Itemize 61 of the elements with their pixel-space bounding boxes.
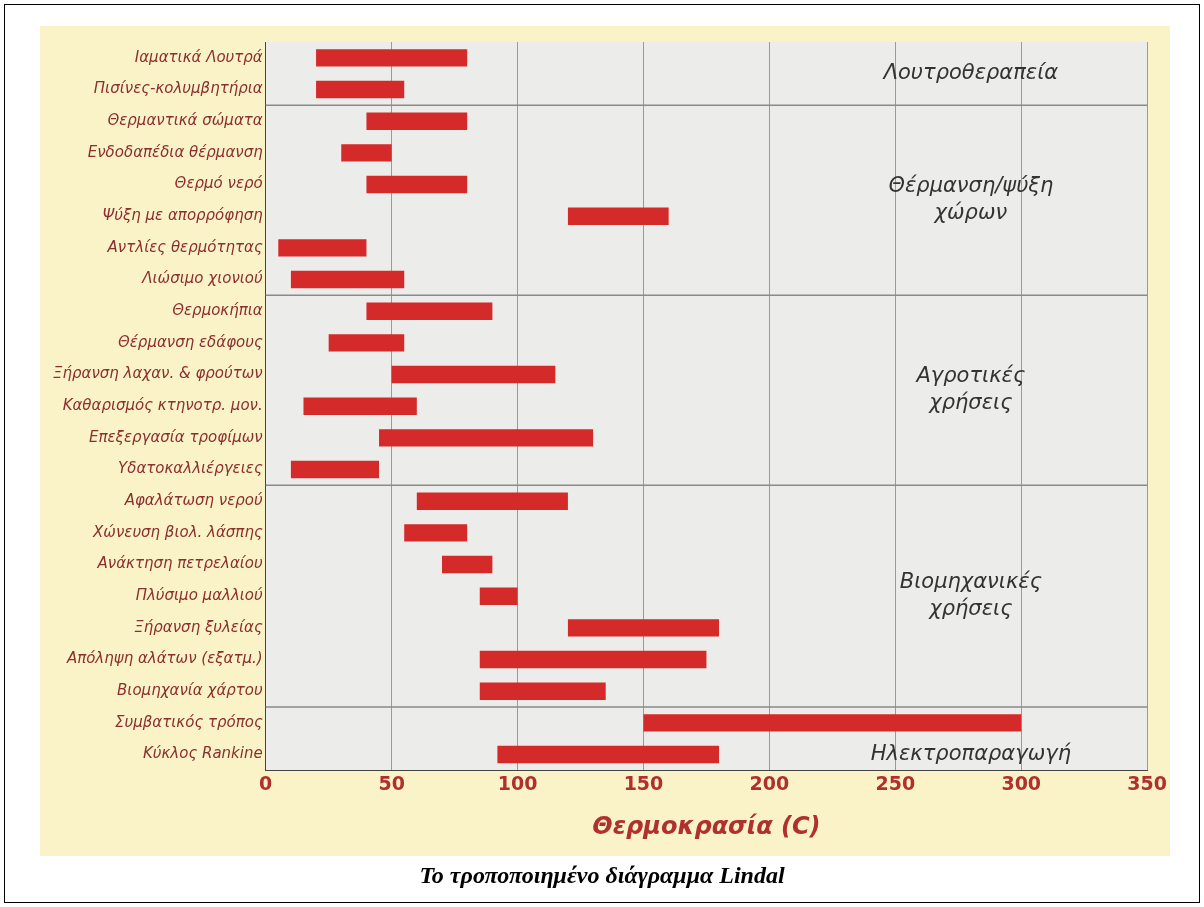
x-tick-label: 200 bbox=[749, 771, 790, 794]
bar bbox=[391, 365, 556, 384]
bar bbox=[328, 334, 405, 352]
x-tick-label: 0 bbox=[259, 771, 273, 794]
annotation: Λουτροθεραπεία bbox=[881, 60, 1059, 85]
bar bbox=[416, 492, 568, 510]
bar bbox=[366, 175, 468, 194]
y-tick-label: Θερμό νερό bbox=[174, 174, 263, 193]
y-tick-label: Ιαματικά Λουτρά bbox=[134, 47, 263, 66]
bar bbox=[567, 619, 720, 637]
y-tick-label: Πισίνες-κολυμβητήρια bbox=[93, 79, 263, 98]
y-tick-label: Συμβατικός τρόπος bbox=[115, 712, 263, 731]
x-tick-label: 150 bbox=[623, 771, 664, 794]
y-tick-label: Χώνευση βιολ. λάσπης bbox=[92, 522, 263, 541]
bar bbox=[278, 239, 367, 257]
y-tick-label: Υδατοκαλλιέργειες bbox=[118, 459, 263, 478]
bar bbox=[303, 397, 417, 415]
bar bbox=[290, 460, 380, 479]
bar bbox=[341, 144, 392, 162]
x-tick-label: 350 bbox=[1127, 771, 1168, 794]
annotation: Αγροτικές χρήσεις bbox=[914, 363, 1026, 415]
bar bbox=[404, 524, 468, 542]
bar bbox=[442, 555, 493, 574]
y-tick-label: Λιώσιμο χιονιού bbox=[141, 269, 264, 288]
y-tick-label: Απόληψη αλάτων (εξατμ.) bbox=[65, 649, 263, 668]
bar bbox=[316, 49, 468, 67]
x-tick-label: 300 bbox=[1001, 771, 1042, 794]
bar bbox=[366, 112, 468, 130]
y-tick-label: Ανάκτηση πετρελαίου bbox=[96, 554, 264, 573]
y-tick-label: Βιομηχανία χάρτου bbox=[117, 681, 264, 700]
bar bbox=[567, 207, 669, 225]
bar bbox=[316, 80, 405, 99]
bar bbox=[497, 745, 720, 764]
y-tick-label: Ξήρανση λαχαν. & φρούτων bbox=[52, 364, 263, 383]
bar bbox=[379, 429, 594, 447]
bar bbox=[479, 587, 518, 605]
x-tick-label: 50 bbox=[378, 771, 405, 794]
y-tick-label: Ξήρανση ξυλείας bbox=[134, 617, 263, 636]
y-tick-label: Κύκλος Rankine bbox=[143, 744, 263, 763]
y-tick-label: Ενδοδαπέδια θέρμανση bbox=[87, 142, 264, 161]
y-tick-label: Επεξεργασία τροφίμων bbox=[88, 427, 263, 446]
y-tick-label: Θέρμανση εδάφους bbox=[117, 332, 263, 351]
x-tick-label: 100 bbox=[497, 771, 538, 794]
annotation: Ηλεκτροπαραγωγή bbox=[870, 741, 1071, 766]
bar bbox=[290, 270, 405, 289]
bar bbox=[643, 714, 1022, 732]
x-tick-label: 250 bbox=[875, 771, 916, 794]
y-tick-label: Καθαρισμός κτηνοτρ. μον. bbox=[62, 396, 263, 415]
y-tick-label: Θερμαντικά σώματα bbox=[107, 111, 263, 130]
text: Το τροποποιημένο διάγραμμα Lindal bbox=[418, 862, 786, 889]
y-tick-label: Αντλίες θερμότητας bbox=[106, 237, 263, 256]
bar bbox=[479, 650, 707, 669]
bar bbox=[479, 682, 606, 700]
y-tick-label: Ψύξη με απορρόφηση bbox=[102, 206, 264, 225]
x-axis-title: Θερμοκρασία (C) bbox=[592, 811, 821, 840]
annotation: Βιομηχανικές χρήσεις bbox=[899, 569, 1042, 621]
bar bbox=[366, 302, 493, 320]
y-tick-label: Θερμοκήπια bbox=[172, 301, 263, 320]
annotation: Θέρμανση/ψύξη χώρων bbox=[888, 173, 1054, 225]
y-tick-label: Αφαλάτωση νερού bbox=[123, 491, 264, 510]
y-tick-label: Πλύσιμο μαλλιού bbox=[135, 586, 264, 605]
